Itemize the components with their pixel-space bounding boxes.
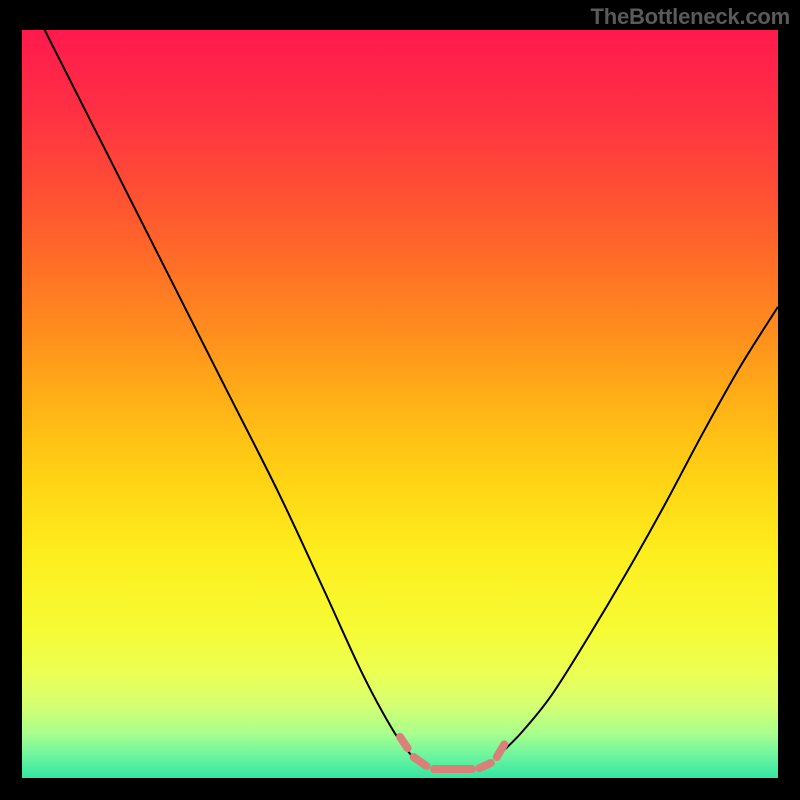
plot-area — [22, 30, 778, 778]
bottom-highlight-seg — [414, 757, 427, 766]
bottom-highlight-seg — [400, 737, 408, 748]
curve-layer — [22, 30, 778, 778]
watermark-text: TheBottleneck.com — [590, 4, 790, 30]
bottom-highlight-seg — [497, 744, 505, 757]
v-curve-right — [498, 307, 778, 756]
chart-frame: TheBottleneck.com — [0, 0, 800, 800]
bottom-highlight — [400, 737, 504, 769]
bottom-highlight-seg — [479, 763, 490, 768]
v-curve-left — [45, 30, 412, 756]
